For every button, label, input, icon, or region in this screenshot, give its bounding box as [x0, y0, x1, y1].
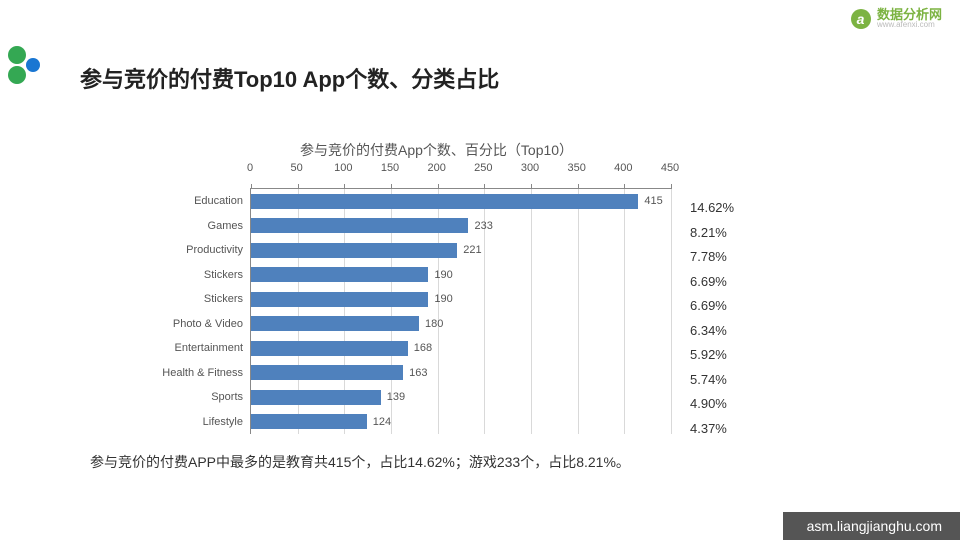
bar-row: Lifestyle124: [251, 410, 671, 435]
page-title: 参与竞价的付费Top10 App个数、分类占比: [80, 62, 499, 94]
bar-row: Productivity221: [251, 238, 671, 263]
caption: 参与竞价的付费APP中最多的是教育共415个，占比14.62%；游戏233个，占…: [90, 452, 630, 472]
category-label: Games: [208, 220, 251, 232]
bar-row: Entertainment168: [251, 336, 671, 361]
x-tick-label: 150: [381, 162, 399, 174]
bar: 124: [251, 414, 367, 429]
percent-value: 6.69%: [690, 270, 734, 295]
percent-value: 8.21%: [690, 221, 734, 246]
bar: 163: [251, 365, 403, 380]
bar-row: Stickers190: [251, 263, 671, 288]
category-label: Stickers: [204, 293, 251, 305]
bar-value: 190: [428, 269, 452, 281]
bar-row: Games233: [251, 214, 671, 239]
x-tick-label: 100: [334, 162, 352, 174]
bar-value: 180: [419, 318, 443, 330]
percent-value: 5.74%: [690, 368, 734, 393]
percent-value: 14.62%: [690, 196, 734, 221]
category-label: Lifestyle: [203, 416, 251, 428]
percent-value: 7.78%: [690, 245, 734, 270]
tick-mark: [671, 184, 672, 189]
bar: 190: [251, 292, 428, 307]
bar: 221: [251, 243, 457, 258]
logo-right: a 数据分析网 www.afenxi.com: [851, 8, 942, 29]
category-label: Stickers: [204, 269, 251, 281]
bar-value: 124: [367, 416, 391, 428]
gridline: [671, 189, 672, 434]
percent-value: 5.92%: [690, 343, 734, 368]
category-label: Productivity: [186, 244, 251, 256]
afenxi-mark: a: [851, 9, 871, 29]
x-tick-label: 50: [291, 162, 303, 174]
chart-title: 参与竞价的付费App个数、百分比（Top10）: [300, 140, 573, 160]
bar-value: 163: [403, 367, 427, 379]
x-tick-label: 350: [567, 162, 585, 174]
x-tick-label: 300: [521, 162, 539, 174]
bar: 168: [251, 341, 408, 356]
category-label: Photo & Video: [173, 318, 251, 330]
bar-value: 190: [428, 293, 452, 305]
category-label: Entertainment: [175, 342, 251, 354]
bar: 415: [251, 194, 638, 209]
x-axis: 050100150200250300350400450: [250, 162, 670, 188]
bar: 233: [251, 218, 468, 233]
bar-row: Sports139: [251, 385, 671, 410]
chart-area: 050100150200250300350400450 Education415…: [140, 162, 840, 434]
x-tick-label: 400: [614, 162, 632, 174]
bar-value: 221: [457, 244, 481, 256]
bar: 139: [251, 390, 381, 405]
bar-row: Education415: [251, 189, 671, 214]
bar-row: Photo & Video180: [251, 312, 671, 337]
percent-value: 6.69%: [690, 294, 734, 319]
percent-value: 4.90%: [690, 392, 734, 417]
bar-value: 415: [638, 195, 662, 207]
bar-value: 168: [408, 342, 432, 354]
bar: 190: [251, 267, 428, 282]
x-tick-label: 200: [427, 162, 445, 174]
logo-left: [5, 45, 45, 98]
x-tick-label: 250: [474, 162, 492, 174]
category-label: Health & Fitness: [162, 367, 251, 379]
x-tick-label: 0: [247, 162, 253, 174]
chart-plot: Education415Games233Productivity221Stick…: [250, 188, 671, 434]
percent-value: 6.34%: [690, 319, 734, 344]
category-label: Sports: [211, 391, 251, 403]
bar-value: 233: [468, 220, 492, 232]
bar: 180: [251, 316, 419, 331]
percent-column: 14.62%8.21%7.78%6.69%6.69%6.34%5.92%5.74…: [690, 196, 734, 441]
footer-url: asm.liangjianghu.com: [783, 512, 960, 540]
bar-row: Health & Fitness163: [251, 361, 671, 386]
bar-row: Stickers190: [251, 287, 671, 312]
category-label: Education: [194, 195, 251, 207]
x-tick-label: 450: [661, 162, 679, 174]
bar-value: 139: [381, 391, 405, 403]
percent-value: 4.37%: [690, 417, 734, 442]
brand-url: www.afenxi.com: [877, 21, 942, 29]
